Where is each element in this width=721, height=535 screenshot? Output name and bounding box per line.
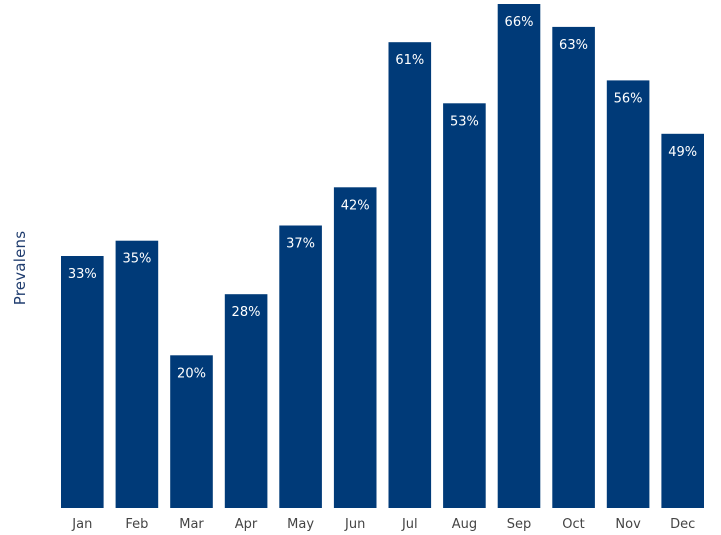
x-tick-label-oct: Oct [562,517,584,532]
data-label-jan: 33% [68,267,97,282]
data-label-may: 37% [286,237,315,252]
bars-layer [61,4,704,509]
data-label-jul: 61% [395,53,424,68]
bar-dec [661,133,704,509]
bar-oct [552,26,595,509]
x-tick-label-jun: Jun [344,517,365,532]
x-tick-label-sep: Sep [507,517,532,532]
x-tick-labels-layer: Jan Feb Mar Apr May Jun Jul Aug Sep Oct Nov Dec [71,517,695,532]
bar-jul [388,42,432,508]
bar-feb [115,240,159,508]
bar-mar [170,355,213,508]
bar-sep [497,4,541,508]
data-label-oct: 63% [559,38,588,53]
data-label-jun: 42% [341,198,370,213]
data-label-apr: 28% [232,305,261,320]
x-tick-label-may: May [287,517,314,532]
data-labels-layer: 33% 35% 20% 28% 37% 42% 61% 53% 66% 63% 56% 49% [68,15,697,381]
data-label-sep: 66% [505,15,534,30]
bar-may [279,225,322,508]
bar-aug [443,103,486,509]
x-tick-label-aug: Aug [452,517,477,532]
data-label-feb: 35% [122,252,151,267]
x-tick-label-mar: Mar [179,517,204,532]
x-tick-label-apr: Apr [235,517,258,532]
x-tick-label-nov: Nov [615,517,641,532]
x-tick-label-feb: Feb [125,517,148,532]
bar-jun [333,187,377,509]
bar-jan [61,256,104,508]
data-label-aug: 53% [450,114,479,129]
bar-apr [224,294,268,508]
x-tick-label-jan: Jan [71,517,92,532]
data-label-mar: 20% [177,366,206,381]
bar-nov [606,80,650,509]
x-tick-label-jul: Jul [401,517,418,532]
x-tick-label-dec: Dec [670,517,695,532]
data-label-nov: 56% [614,91,643,106]
data-label-dec: 49% [668,145,697,160]
